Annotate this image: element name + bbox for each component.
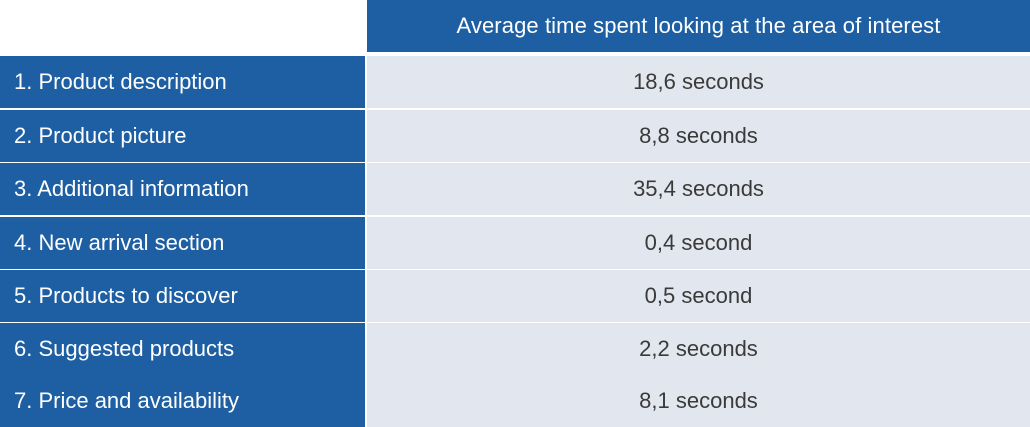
table-row: 4. New arrival section 0,4 second <box>0 217 1030 269</box>
row-value: 8,8 seconds <box>367 110 1030 162</box>
table-row: 3. Additional information 35,4 seconds <box>0 163 1030 215</box>
column-header: Average time spent looking at the area o… <box>367 0 1030 52</box>
row-value: 2,2 seconds <box>367 323 1030 375</box>
row-label: 3. Additional information <box>0 163 365 215</box>
table-row: 7. Price and availability 8,1 seconds <box>0 375 1030 427</box>
table-row: 1. Product description 18,6 seconds <box>0 56 1030 108</box>
table-corner-cell <box>0 0 365 52</box>
table-row: 6. Suggested products 2,2 seconds <box>0 323 1030 375</box>
row-label: 5. Products to discover <box>0 270 365 322</box>
row-label: 4. New arrival section <box>0 217 365 269</box>
row-label: 2. Product picture <box>0 110 365 162</box>
row-value: 0,5 second <box>367 270 1030 322</box>
row-label: 7. Price and availability <box>0 375 365 427</box>
table-row: 5. Products to discover 0,5 second <box>0 270 1030 322</box>
table-row: 2. Product picture 8,8 seconds <box>0 110 1030 162</box>
row-label: 6. Suggested products <box>0 323 365 375</box>
row-label: 1. Product description <box>0 56 365 108</box>
row-value: 35,4 seconds <box>367 163 1030 215</box>
row-value: 8,1 seconds <box>367 375 1030 427</box>
row-value: 0,4 second <box>367 217 1030 269</box>
row-value: 18,6 seconds <box>367 56 1030 108</box>
